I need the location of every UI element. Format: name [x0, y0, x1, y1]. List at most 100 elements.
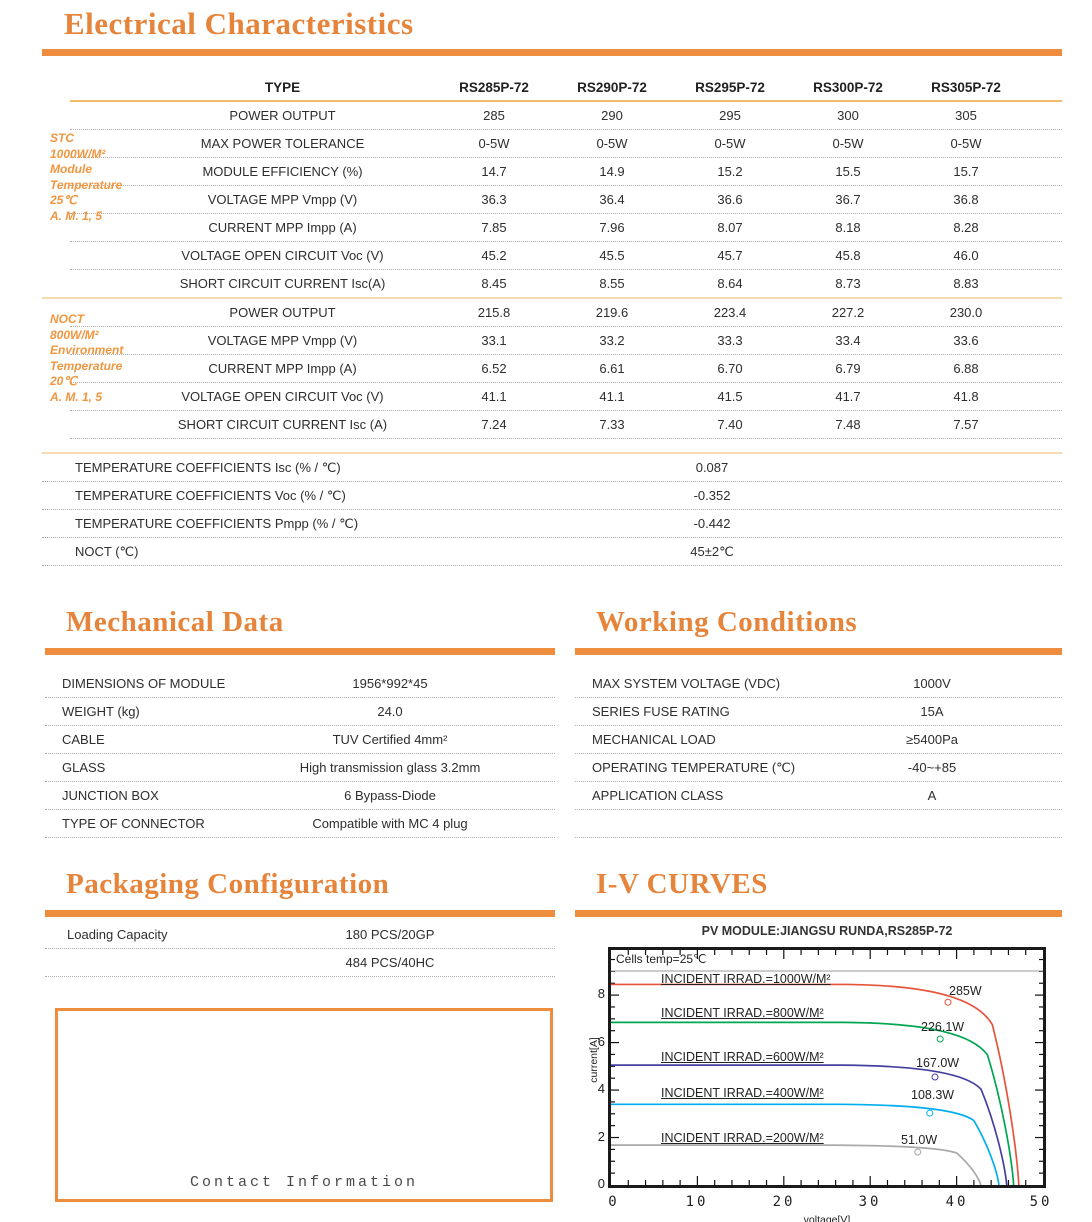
- row-label: GLASS: [62, 760, 106, 775]
- row-value: 484 PCS/40HC: [345, 955, 435, 970]
- table-row: MECHANICAL LOAD ≥5400Pa: [575, 726, 1062, 754]
- row-value: 45.5: [599, 248, 625, 263]
- iv-chart: Cells temp=25℃ INCIDENT IRRAD.=1000W/M² …: [588, 947, 1049, 1222]
- power-label-51: 51.0W: [901, 1133, 938, 1147]
- noct-line: 20℃: [50, 374, 77, 388]
- row-value: 0-5W: [950, 136, 982, 151]
- noct-condition-label: NOCT 800W/M² Environment Temperature 20℃…: [50, 312, 123, 405]
- electrical-table: TYPE RS285P-72 RS290P-72 RS295P-72 RS300…: [42, 74, 1062, 439]
- row-label: TEMPERATURE COEFFICIENTS Voc (% / ℃): [75, 487, 346, 503]
- noct-line: Temperature: [50, 358, 123, 373]
- stc-line: 1000W/M²: [50, 146, 106, 161]
- row-value: 219.6: [595, 305, 629, 320]
- noct-line: Environment: [50, 343, 124, 357]
- noct-line: NOCT: [50, 312, 84, 326]
- row-label: MECHANICAL LOAD: [592, 732, 716, 747]
- section-title-packaging: Packaging Configuration: [66, 868, 390, 900]
- row-value: 7.96: [599, 220, 625, 235]
- mechanical-heading-bar: [45, 648, 555, 655]
- row-value: 0.087: [695, 460, 729, 475]
- row-label: SERIES FUSE RATING: [592, 704, 730, 719]
- row-value: 41.5: [717, 389, 743, 404]
- row-value: 7.40: [717, 417, 743, 432]
- row-value: -0.352: [693, 488, 731, 503]
- row-value: 41.1: [481, 389, 507, 404]
- row-value: 6.52: [481, 361, 507, 376]
- row-label: SHORT CIRCUIT CURRENT Isc(A): [179, 276, 386, 291]
- series-label-400: INCIDENT IRRAD.=400W/M²: [661, 1086, 824, 1100]
- table-row: CURRENT MPP Impp (A) 7.85 7.96 8.07 8.18 8.28: [70, 214, 1062, 242]
- table-row: MAX POWER TOLERANCE 0-5W 0-5W 0-5W 0-5W 0-5W: [70, 130, 1062, 158]
- row-value: 300: [837, 108, 859, 123]
- power-label-108: 108.3W: [911, 1088, 955, 1102]
- noct-line: 800W/M²: [50, 327, 99, 342]
- row-label: VOLTAGE OPEN CIRCUIT Voc (V): [181, 389, 384, 404]
- row-label: WEIGHT (kg): [62, 704, 140, 719]
- x-tick-30: 30: [858, 1194, 882, 1210]
- x-tick-50: 50: [1029, 1194, 1053, 1210]
- row-value: 0-5W: [596, 136, 628, 151]
- noct-line: A. M. 1, 5: [50, 389, 103, 404]
- packaging-table: Loading Capacity 180 PCS/20GP 484 PCS/40HC: [45, 921, 555, 977]
- row-value: 223.4: [713, 305, 747, 320]
- row-value: 0-5W: [714, 136, 746, 151]
- row-value: 36.6: [717, 192, 743, 207]
- type-header: TYPE: [264, 79, 301, 95]
- row-label: TEMPERATURE COEFFICIENTS Isc (% / ℃): [75, 459, 341, 475]
- table-row: 484 PCS/40HC: [45, 949, 555, 977]
- row-label: CURRENT MPP Impp (A): [208, 220, 357, 235]
- table-row: OPERATING TEMPERATURE (℃) -40~+85: [575, 754, 1062, 782]
- row-value: 1000V: [913, 676, 951, 691]
- row-value: 15.7: [953, 164, 979, 179]
- row-value: 45.2: [481, 248, 507, 263]
- row-label: OPERATING TEMPERATURE (℃): [592, 759, 796, 775]
- noct-table: POWER OUTPUT 215.8 219.6 223.4 227.2 230.0 VOL…: [42, 299, 1062, 439]
- stc-line: A. M. 1, 5: [50, 208, 103, 223]
- section-title-mechanical: Mechanical Data: [66, 606, 284, 638]
- row-label: JUNCTION BOX: [62, 788, 159, 803]
- row-value: 8.18: [835, 220, 861, 235]
- row-value: 290: [601, 108, 623, 123]
- row-value: 45.7: [717, 248, 743, 263]
- table-row: POWER OUTPUT 285 290 295 300 305: [70, 102, 1062, 130]
- row-value: TUV Certified 4mm²: [332, 732, 448, 747]
- table-row: VOLTAGE OPEN CIRCUIT Voc (V) 41.1 41.1 41.5…: [70, 383, 1062, 411]
- table-row: DIMENSIONS OF MODULE 1956*992*45: [45, 670, 555, 698]
- row-value: 7.24: [481, 417, 507, 432]
- row-label: VOLTAGE OPEN CIRCUIT Voc (V): [181, 248, 384, 263]
- row-label: NOCT (℃): [75, 543, 139, 559]
- row-value: 285: [483, 108, 505, 123]
- table-header-row: TYPE RS285P-72 RS290P-72 RS295P-72 RS300…: [70, 74, 1062, 102]
- section-title-electrical: Electrical Characteristics: [64, 6, 414, 41]
- table-row: VOLTAGE MPP Vmpp (V) 36.3 36.4 36.6 36.7 36.8: [70, 186, 1062, 214]
- row-value: 6 Bypass-Diode: [344, 788, 436, 803]
- table-row: SHORT CIRCUIT CURRENT Isc(A) 8.45 8.55 8.64…: [70, 270, 1062, 297]
- table-row: TEMPERATURE COEFFICIENTS Isc (% / ℃) 0.08…: [42, 454, 1062, 482]
- row-value: 33.4: [835, 333, 861, 348]
- packaging-heading-bar: [45, 910, 555, 917]
- model-header: RS285P-72: [459, 79, 529, 95]
- row-value: 36.8: [953, 192, 979, 207]
- row-label: CURRENT MPP Impp (A): [208, 361, 357, 376]
- row-value: -0.442: [693, 516, 731, 531]
- row-value: 15A: [920, 704, 944, 719]
- row-value: 8.07: [717, 220, 743, 235]
- table-row: NOCT (℃) 45±2℃: [42, 538, 1062, 566]
- row-value: 7.33: [599, 417, 625, 432]
- row-label: TEMPERATURE COEFFICIENTS Pmpp (% / ℃): [75, 515, 359, 531]
- row-label: Loading Capacity: [67, 927, 168, 942]
- row-value: 6.88: [953, 361, 979, 376]
- row-value: 33.3: [717, 333, 743, 348]
- y-tick-4: 4: [597, 1081, 605, 1096]
- row-value: High transmission glass 3.2mm: [299, 760, 481, 775]
- row-label: VOLTAGE MPP Vmpp (V): [207, 333, 358, 348]
- table-row: SERIES FUSE RATING 15A: [575, 698, 1062, 726]
- row-value: 1956*992*45: [352, 676, 428, 691]
- contact-information-box: Contact Information: [55, 1008, 553, 1202]
- row-label: MAX POWER TOLERANCE: [200, 136, 365, 151]
- row-label: APPLICATION CLASS: [592, 788, 724, 803]
- row-value: 14.9: [599, 164, 625, 179]
- row-value: 14.7: [481, 164, 507, 179]
- row-label: TYPE OF CONNECTOR: [62, 816, 205, 831]
